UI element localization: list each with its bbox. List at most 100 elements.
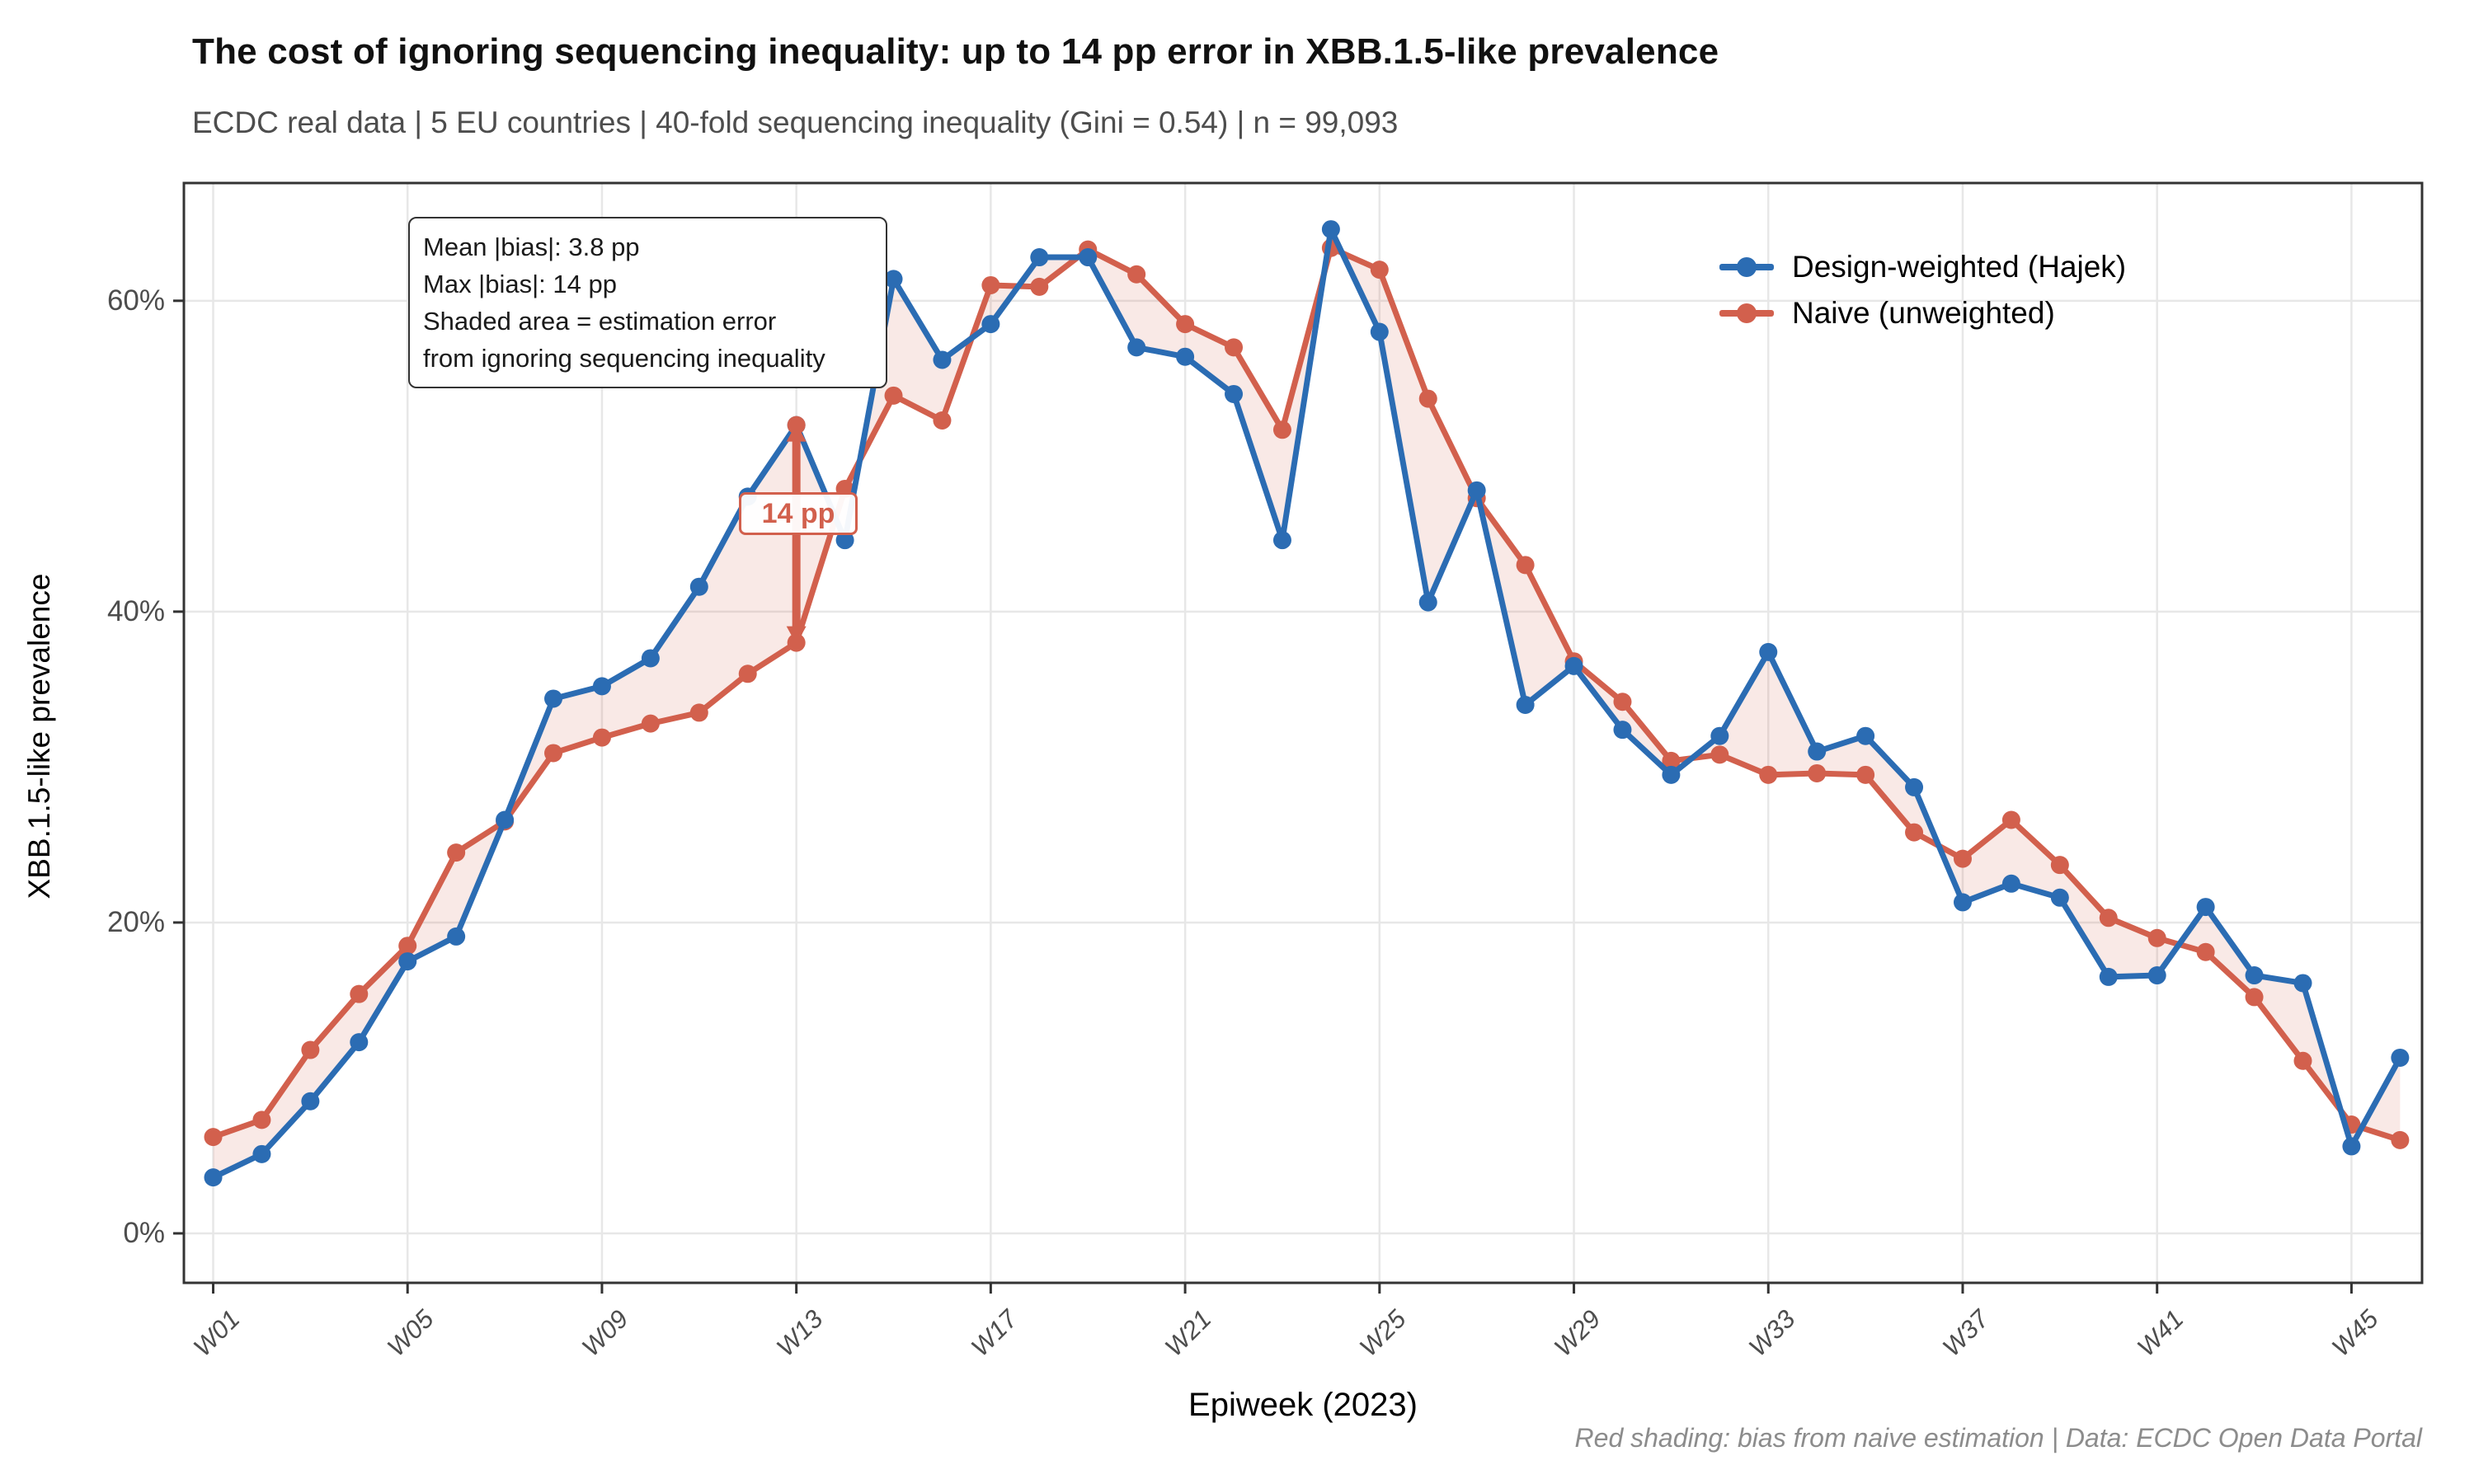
naive-point	[1710, 745, 1729, 764]
naive-point	[933, 411, 952, 430]
annotation-line-shaded-area: Shaded area = estimation error	[423, 307, 777, 336]
design-weighted-point	[1808, 742, 1827, 761]
naive-point	[447, 843, 466, 862]
design-weighted-line	[210, 226, 2403, 1181]
design-weighted-point	[496, 810, 515, 829]
design-weighted-point	[2293, 974, 2312, 993]
design-weighted-point	[1613, 721, 1632, 740]
legend-label: Design-weighted (Hajek)	[1792, 250, 2127, 284]
design-weighted-point	[1176, 347, 1195, 366]
design-weighted-point	[1467, 481, 1486, 500]
y-axis-title: XBB.1.5-like prevalence	[22, 573, 56, 899]
design-weighted-point	[2245, 966, 2264, 985]
design-weighted-point	[1856, 726, 1875, 745]
design-weighted-point	[2050, 888, 2069, 907]
design-weighted-point	[447, 927, 466, 946]
naive-point	[301, 1040, 320, 1059]
design-weighted-point	[398, 952, 417, 971]
bias-ribbon	[213, 229, 2401, 1178]
naive-point	[2245, 988, 2264, 1007]
design-weighted-point	[1272, 531, 1291, 550]
design-weighted-point	[1516, 695, 1535, 714]
design-weighted-point	[544, 689, 563, 708]
design-weighted-point	[2001, 874, 2020, 893]
design-weighted-point	[1030, 248, 1049, 267]
design-weighted-point	[1564, 656, 1583, 675]
naive-point	[2293, 1051, 2312, 1070]
naive-point	[1516, 556, 1535, 575]
design-weighted-point	[1759, 642, 1778, 661]
naive-point	[544, 744, 563, 763]
naive-point	[2099, 909, 2118, 928]
design-weighted-point	[1127, 338, 1146, 357]
naive-point	[1953, 849, 1972, 868]
design-weighted-point	[350, 1033, 369, 1052]
naive-point	[1759, 765, 1778, 784]
design-weighted-point	[2196, 898, 2215, 917]
arrow-down-icon	[786, 626, 807, 645]
design-weighted-point	[981, 315, 1000, 334]
design-weighted-point	[592, 677, 611, 696]
naive-point	[1613, 693, 1632, 711]
legend-item-design-weighted: Design-weighted (Hajek)	[1719, 244, 2126, 290]
naive-point	[2147, 928, 2166, 947]
design-weighted-point	[884, 270, 903, 289]
naive-point	[1808, 763, 1827, 782]
naive-point	[1030, 277, 1049, 296]
design-weighted-point	[1321, 220, 1340, 239]
naive-point	[2050, 856, 2069, 875]
page-subtitle: ECDC real data | 5 EU countries | 40-fol…	[192, 106, 1399, 139]
annotation-line-max-bias: Max |bias|: 14 pp	[423, 270, 617, 298]
naive-point	[1176, 315, 1195, 334]
naive-point	[1127, 265, 1146, 284]
naive-line	[210, 245, 2403, 1144]
naive-point	[592, 728, 611, 747]
design-weighted-point	[1370, 322, 1389, 341]
design-weighted-point	[1079, 248, 1098, 267]
design-weighted-point	[641, 649, 660, 668]
naive-point	[2391, 1130, 2410, 1149]
design-weighted-point	[2342, 1137, 2361, 1156]
page-title: The cost of ignoring sequencing inequali…	[192, 31, 1719, 72]
annotation-line-shaded-area-2: from ignoring sequencing inequality	[423, 344, 825, 373]
design-weighted-point	[2099, 967, 2118, 986]
naive-point	[738, 665, 757, 683]
naive-point	[1905, 823, 1924, 842]
naive-point	[1662, 751, 1681, 770]
panel-border	[182, 181, 2424, 1284]
naive-point	[398, 937, 417, 956]
annotation-line-mean-bias: Mean |bias|: 3.8 pp	[423, 232, 640, 261]
design-weighted-point	[252, 1144, 271, 1163]
naive-point	[2196, 942, 2215, 961]
naive-point-icon	[1737, 303, 1757, 323]
design-weighted-point	[1710, 726, 1729, 745]
design-weighted-point	[1953, 893, 1972, 912]
design-weighted-point	[1225, 384, 1244, 403]
y-tick-label: 0%	[123, 1217, 165, 1249]
naive-point	[884, 386, 903, 405]
design-weighted-point	[2147, 966, 2166, 985]
naive-point	[1272, 420, 1291, 439]
y-tick-label: 40%	[106, 594, 165, 627]
naive-point	[981, 275, 1000, 294]
naive-point	[1856, 765, 1875, 784]
naive-point	[2001, 810, 2020, 829]
design-weighted-point	[1418, 593, 1437, 612]
design-weighted-point	[204, 1168, 223, 1187]
naive-point	[1370, 261, 1389, 279]
design-weighted-point	[2391, 1048, 2410, 1067]
naive-point	[641, 714, 660, 733]
naive-point	[1418, 389, 1437, 408]
naive-point	[204, 1128, 223, 1147]
design-weighted-point	[933, 350, 952, 369]
design-weighted-point	[1905, 777, 1924, 796]
x-axis-title: Epiweek (2023)	[1188, 1387, 1418, 1423]
naive-point	[1225, 338, 1244, 357]
design-weighted-point	[1662, 765, 1681, 784]
naive-line-swatch	[1719, 303, 1774, 323]
legend: Design-weighted (Hajek) Naive (unweighte…	[1719, 244, 2126, 336]
y-tick-label: 20%	[106, 905, 165, 938]
y-tick-label: 60%	[106, 284, 165, 317]
design-weighted-point-icon	[1737, 257, 1757, 277]
